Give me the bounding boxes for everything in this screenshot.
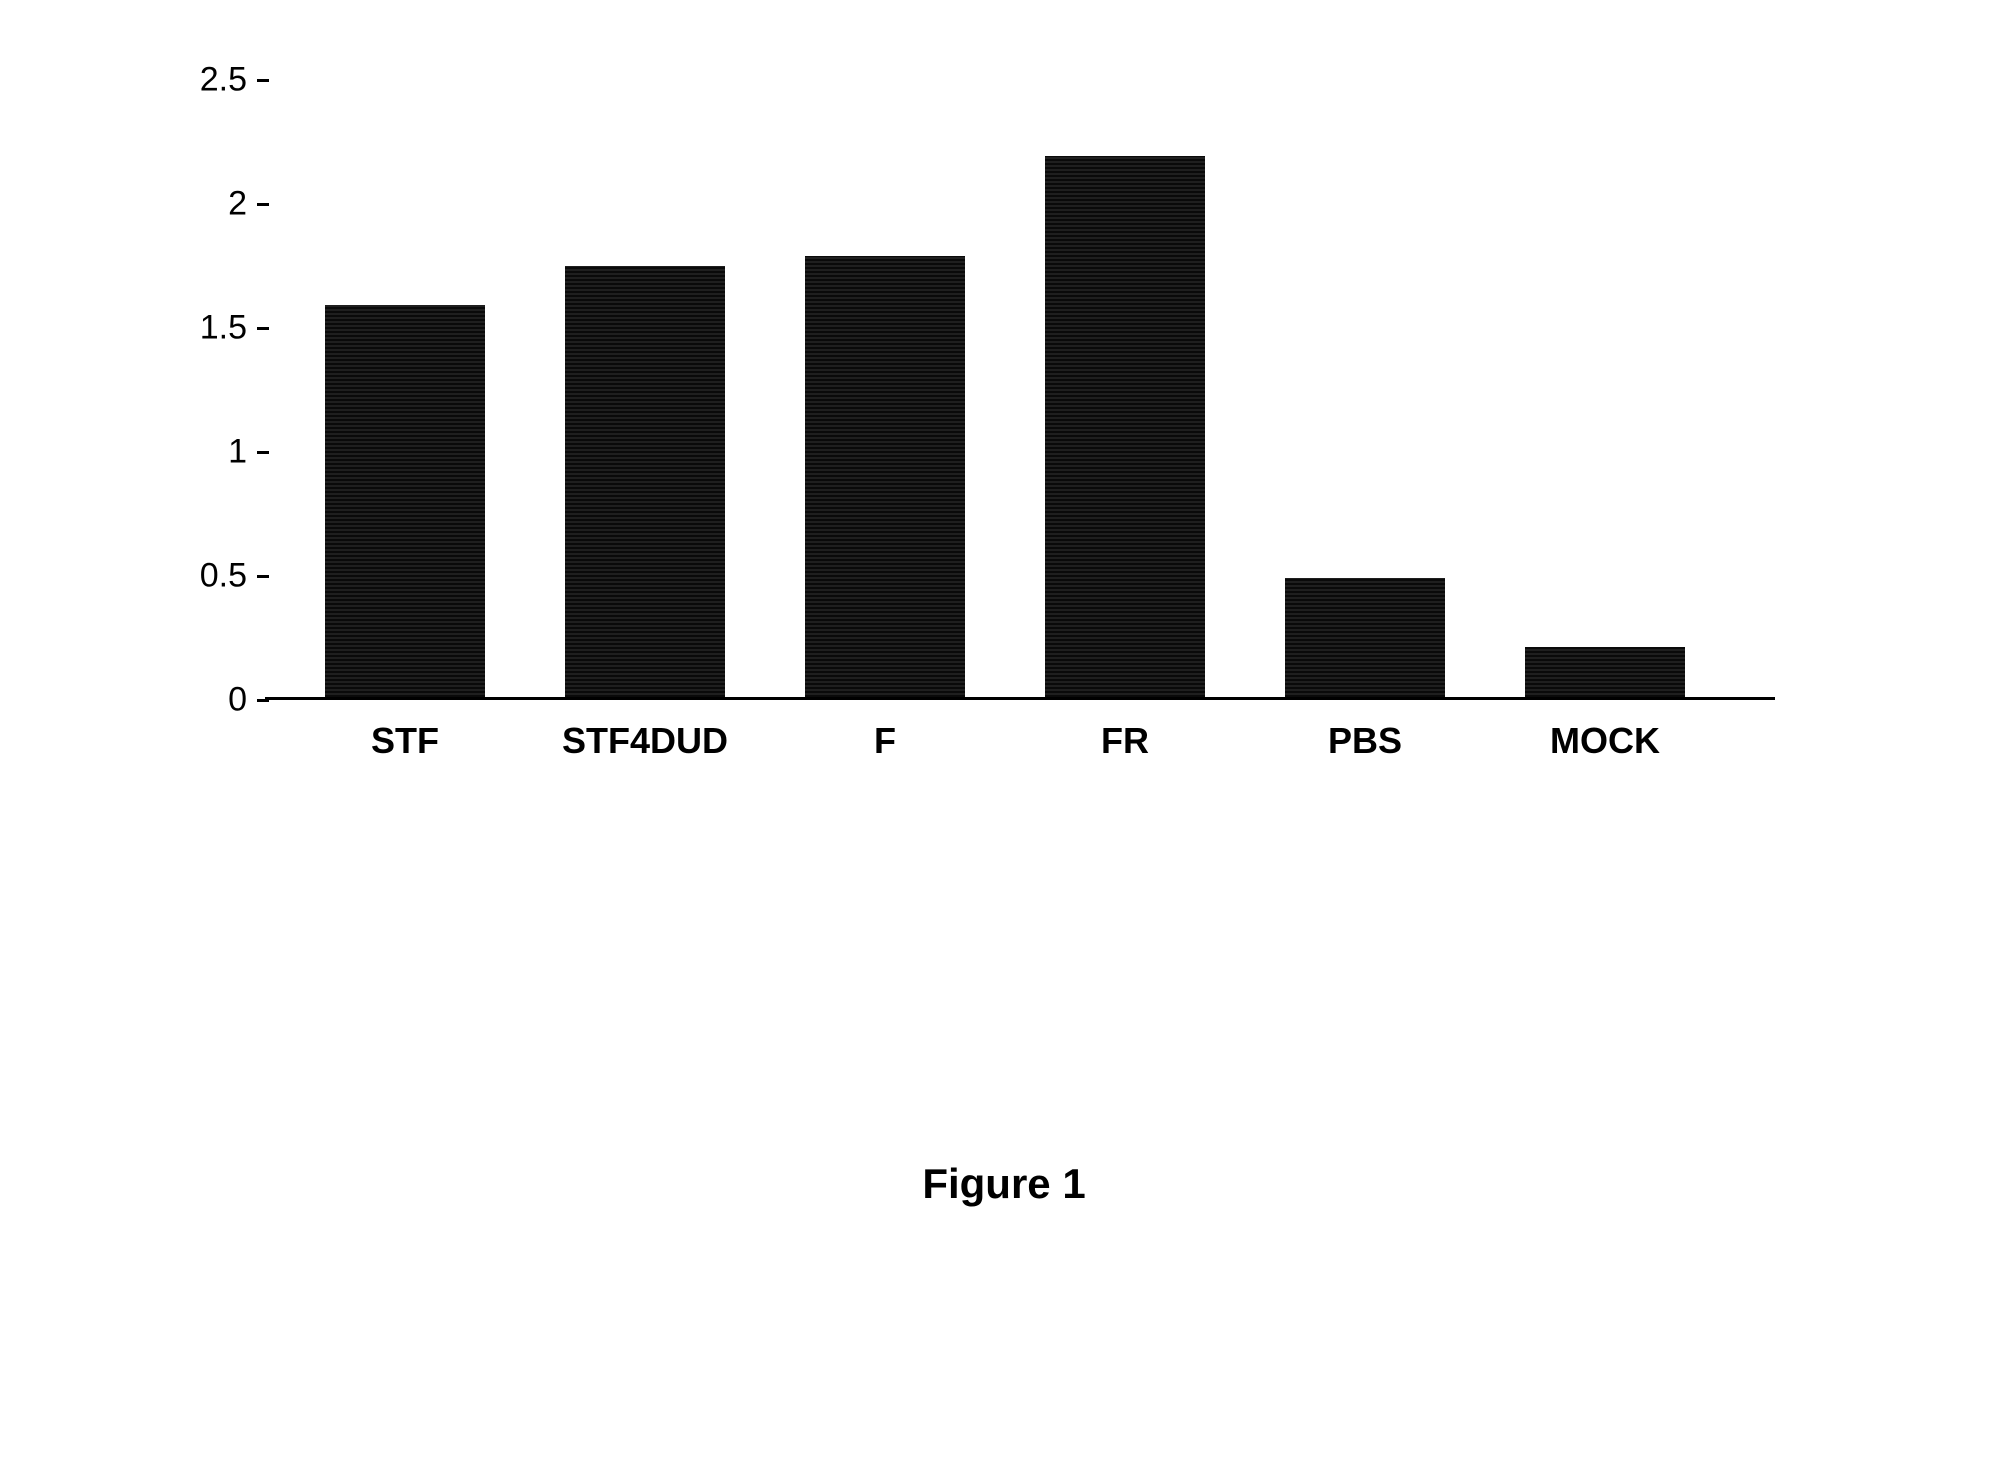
- x-label-fr: FR: [1101, 720, 1149, 762]
- bar-pbs: [1285, 578, 1445, 697]
- chart-container: 0 0.5 1 1.5 2 2.5 STF STF4DUD F FR PBS M…: [165, 80, 1775, 780]
- bar-mock: [1525, 647, 1685, 697]
- bar-f: [805, 256, 965, 697]
- x-label-pbs: PBS: [1328, 720, 1402, 762]
- figure-caption: Figure 1: [922, 1160, 1085, 1208]
- plot-area: [265, 80, 1775, 700]
- bar-stf4dud: [565, 266, 725, 698]
- y-tick-label-2: 1: [165, 433, 247, 472]
- x-label-stf4dud: STF4DUD: [562, 720, 728, 762]
- bar-fr: [1045, 156, 1205, 697]
- y-tick-label-4: 2: [165, 185, 247, 224]
- y-tick-label-5: 2.5: [165, 61, 247, 100]
- y-tick-label-0: 0: [165, 681, 247, 720]
- x-label-f: F: [874, 720, 896, 762]
- bar-stf: [325, 305, 485, 697]
- x-label-mock: MOCK: [1550, 720, 1660, 762]
- y-tick-label-1: 0.5: [165, 557, 247, 596]
- y-tick-label-3: 1.5: [165, 309, 247, 348]
- x-label-stf: STF: [371, 720, 439, 762]
